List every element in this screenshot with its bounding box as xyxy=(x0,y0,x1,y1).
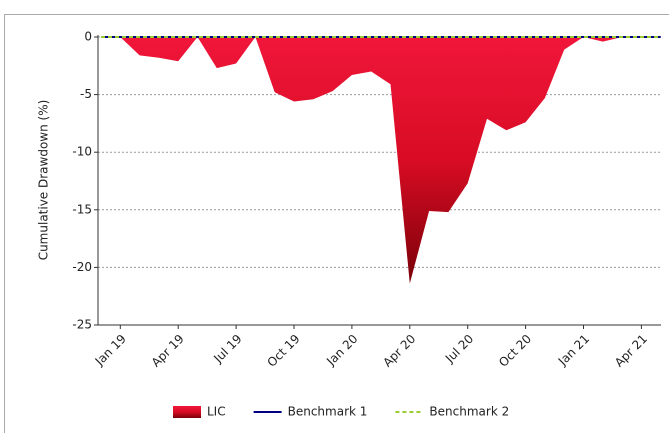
x-tick-label: Jan 19 xyxy=(92,332,129,369)
x-tick-label: Jan 21 xyxy=(555,332,592,369)
y-tick-label: -20 xyxy=(72,260,92,274)
y-tick-label: -25 xyxy=(72,318,92,332)
x-tick-label: Apr 21 xyxy=(612,332,650,370)
y-tick-label: -10 xyxy=(72,145,92,159)
legend-label: Benchmark 1 xyxy=(288,405,368,419)
x-tick-label: Oct 20 xyxy=(496,332,534,370)
frame xyxy=(4,14,669,433)
x-tick-label: Jul 19 xyxy=(210,332,244,366)
x-tick-label: Apr 19 xyxy=(149,332,187,370)
y-tick-label: -5 xyxy=(80,87,92,101)
legend-label: LIC xyxy=(207,405,226,419)
area xyxy=(101,37,661,284)
y-tick-label: 0 xyxy=(84,30,92,44)
legend-label: Benchmark 2 xyxy=(429,405,509,419)
x-tick-label: Oct 19 xyxy=(265,332,303,370)
y-tick-label: -15 xyxy=(72,202,92,216)
legend-swatch xyxy=(173,406,201,418)
x-tick-label: Jul 20 xyxy=(442,332,476,366)
x-tick-label: Apr 20 xyxy=(380,332,418,370)
y-axis-label: Cumulative Drawdown (%) xyxy=(37,100,51,261)
x-tick-label: Jan 20 xyxy=(323,332,360,369)
